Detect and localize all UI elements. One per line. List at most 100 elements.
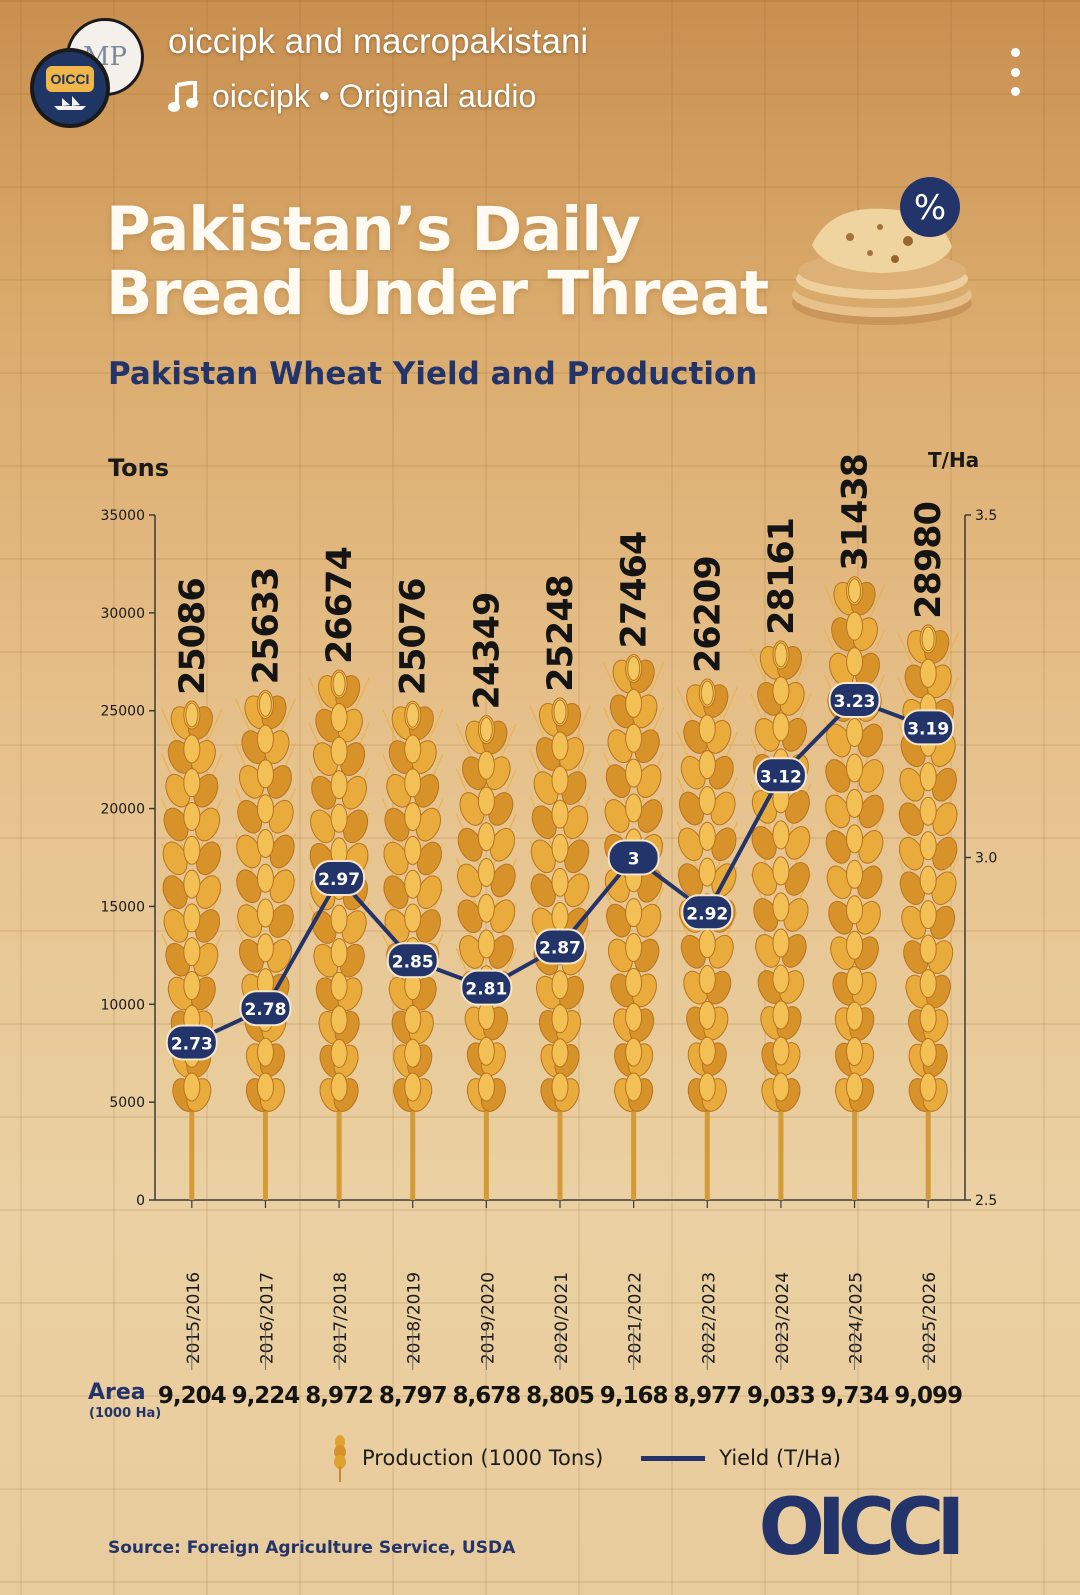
production-label: 25076 <box>394 578 434 695</box>
percent-badge: % <box>914 188 946 228</box>
yield-point <box>313 860 366 897</box>
yield-label: 3.23 <box>834 692 876 712</box>
page-title: Pakistan’s Daily Bread Under Threat <box>106 194 769 329</box>
area-value: 8,797 <box>379 1383 447 1409</box>
production-label: 25086 <box>173 578 213 695</box>
x-tick-label: 2017/2018 <box>331 1272 351 1364</box>
audio-row[interactable]: oiccipk • Original audio <box>168 78 536 115</box>
yield-point <box>828 681 881 718</box>
yield-point <box>754 757 807 794</box>
yield-label: 2.78 <box>244 1000 286 1020</box>
area-value: 9,734 <box>821 1383 889 1409</box>
yield-point <box>386 942 439 979</box>
production-label: 27464 <box>615 532 655 649</box>
production-bar <box>676 678 738 1200</box>
yield-label: 2.92 <box>686 904 728 924</box>
yield-point <box>460 969 513 1006</box>
production-label: 25248 <box>541 575 581 692</box>
production-bar <box>603 653 665 1200</box>
yield-point <box>165 1024 218 1061</box>
yield-label: 2.85 <box>392 952 434 972</box>
yield-legend-line <box>641 1455 706 1461</box>
wheat-legend-icon <box>334 1435 346 1482</box>
yield-point <box>681 894 734 931</box>
logo-text: OICCI <box>759 1490 959 1562</box>
production-bar <box>455 714 517 1200</box>
area-value: 9,224 <box>232 1383 300 1409</box>
more-options-icon[interactable] <box>1005 48 1025 96</box>
x-tick-label: 2020/2021 <box>552 1272 572 1364</box>
x-tick-label: 2022/2023 <box>699 1272 719 1364</box>
production-bar <box>823 576 886 1200</box>
yield-label: 2.81 <box>465 980 507 1000</box>
audio-label: oiccipk • Original audio <box>212 78 537 114</box>
yield-label: 2.87 <box>539 939 581 959</box>
production-label: 26674 <box>320 547 360 664</box>
avatar-oiccipk[interactable]: OICCI <box>30 48 110 128</box>
y-tick-label: 0 <box>136 1193 145 1209</box>
area-value: 8,678 <box>452 1383 520 1409</box>
area-value: 9,204 <box>158 1383 226 1409</box>
yield-point <box>534 928 586 965</box>
avatar-front-text: OICCI <box>46 66 94 92</box>
area-value: 8,977 <box>673 1383 741 1409</box>
yield-label: 3.19 <box>907 719 949 739</box>
x-tick-label: 2018/2019 <box>405 1272 425 1364</box>
x-tick-label: 2023/2024 <box>773 1272 793 1364</box>
area-value: 9,168 <box>600 1383 668 1409</box>
y-tick-label: 30000 <box>100 606 145 622</box>
y-tick-label: 5000 <box>109 1095 145 1111</box>
title-line-2: Bread Under Threat <box>106 258 769 329</box>
production-label: 24349 <box>467 593 507 710</box>
y2-tick-label: 3.0 <box>975 851 997 867</box>
chart-subtitle: Pakistan Wheat Yield and Production <box>108 356 758 392</box>
production-label: 25633 <box>246 568 286 685</box>
bread-illustration: % <box>792 177 972 325</box>
title-line-1: Pakistan’s Daily <box>106 194 641 265</box>
account-names[interactable]: oiccipk and macropakistani <box>168 22 589 61</box>
yield-point <box>239 990 292 1027</box>
yield-label: 2.97 <box>318 870 360 890</box>
y-axis-title: Tons <box>108 454 169 482</box>
yield-label: 3 <box>628 850 640 870</box>
area-unit: (1000 Ha) <box>89 1406 162 1421</box>
x-tick-label: 2024/2025 <box>847 1272 867 1364</box>
production-label: 28980 <box>909 502 949 619</box>
area-value: 8,972 <box>305 1383 373 1409</box>
area-value: 9,033 <box>747 1383 815 1409</box>
y-tick-label: 35000 <box>100 508 145 524</box>
chart-legend: Production (1000 Tons) Yield (T/Ha) <box>332 1433 841 1483</box>
x-tick-label: 2025/2026 <box>920 1272 940 1364</box>
production-label: 26209 <box>688 556 728 673</box>
y2-tick-label: 2.5 <box>975 1193 997 1209</box>
y2-axis-title: T/Ha <box>928 448 979 472</box>
production-bar <box>382 700 444 1200</box>
oicci-logo: OICCI <box>759 1490 967 1562</box>
production-bar <box>897 624 959 1200</box>
production-bar <box>308 669 370 1200</box>
area-value: 9,099 <box>894 1383 962 1409</box>
yield-point <box>607 839 660 876</box>
x-tick-label: 2021/2022 <box>626 1272 646 1364</box>
yield-point <box>902 709 955 746</box>
y-tick-label: 25000 <box>100 704 145 720</box>
production-label: 31438 <box>836 454 876 571</box>
y-tick-label: 15000 <box>100 899 145 915</box>
production-bar <box>161 700 223 1200</box>
legend-production: Production (1000 Tons) <box>362 1446 604 1470</box>
area-label: Area <box>88 1380 146 1405</box>
area-value: 8,805 <box>526 1383 594 1409</box>
production-bar <box>750 640 812 1200</box>
production-label: 28161 <box>762 518 802 635</box>
production-bar <box>529 697 591 1200</box>
x-tick-label: 2015/2016 <box>184 1272 204 1364</box>
ship-icon <box>54 96 86 110</box>
music-note-icon <box>168 80 198 112</box>
post-header: MP OICCI oiccipk and macropakistani oicc… <box>0 0 1080 128</box>
yield-label: 3.12 <box>760 767 802 787</box>
source-note: Source: Foreign Agriculture Service, USD… <box>108 1538 516 1558</box>
legend-yield: Yield (T/Ha) <box>719 1446 841 1470</box>
yield-label: 2.73 <box>171 1034 213 1054</box>
production-bar <box>234 689 297 1200</box>
